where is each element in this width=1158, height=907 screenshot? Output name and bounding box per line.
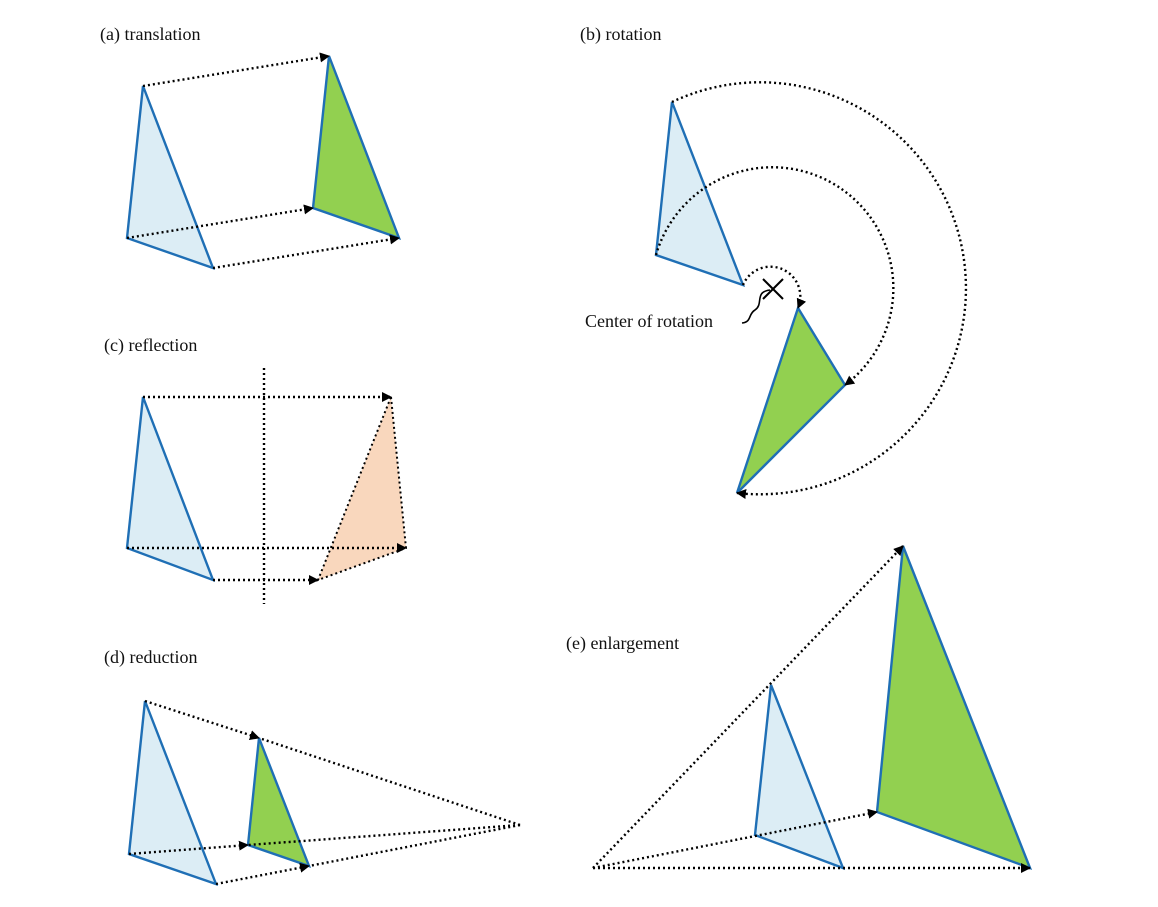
translation-arrow-right (212, 234, 400, 270)
reduction-arrow-top (144, 699, 260, 740)
enlargement-original-triangle (753, 684, 846, 871)
reduction-label: (d) reduction (104, 647, 197, 668)
panel-translation: (a) translation (100, 24, 402, 270)
rotation-center-label: Center of rotation (585, 311, 713, 331)
reduction-image-triangle (246, 737, 312, 868)
reduction-ray-left (247, 823, 521, 847)
rotation-arrow-middle (654, 166, 895, 386)
reduction-arrow-right (215, 862, 310, 886)
reduction-ray-top (258, 736, 521, 827)
rotation-original-triangle (654, 101, 746, 287)
panel-enlargement: (e) enlargement (566, 545, 1033, 873)
translation-arrow-top (142, 52, 330, 88)
reflection-label: (c) reflection (104, 335, 197, 356)
reflection-original-triangle (125, 396, 216, 583)
panel-reduction: (d) reduction (104, 647, 521, 886)
rotation-center-cross (762, 278, 784, 300)
panel-rotation: (b) rotation Center of rotation (580, 24, 968, 499)
enlargement-image-triangle (875, 545, 1033, 871)
translation-original-triangle (125, 85, 216, 270)
enlargement-arrow-top (592, 545, 904, 869)
reduction-ray-right (308, 823, 521, 868)
rotation-arrow-inner (741, 265, 807, 309)
rotation-label: (b) rotation (580, 24, 661, 45)
enlargement-arrow-left (592, 808, 878, 870)
rotation-image-triangle (735, 305, 847, 494)
translation-arrow-left (126, 204, 314, 240)
panel-reflection: (c) reflection (104, 335, 408, 604)
enlargement-label: (e) enlargement (566, 633, 679, 654)
reflection-image-triangle (316, 396, 408, 582)
reduction-original-triangle (127, 700, 219, 886)
rotation-center-leader (741, 289, 771, 324)
translation-image-triangle (311, 55, 402, 240)
translation-label: (a) translation (100, 24, 200, 45)
rotation-arrow-outer (671, 81, 968, 499)
